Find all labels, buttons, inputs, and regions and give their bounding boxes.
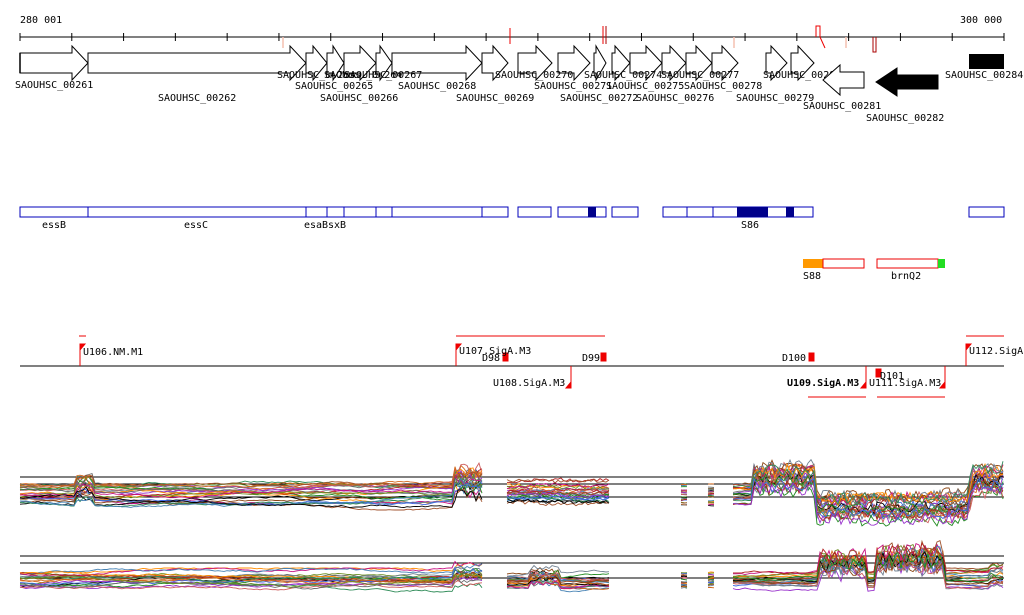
expression-line xyxy=(681,485,687,486)
feature-label-esaB: esaB xyxy=(304,220,328,231)
gene-SAOUHSC_00284[interactable]: SAOUHSC_00284 xyxy=(945,54,1023,81)
feature-box[interactable] xyxy=(482,207,508,217)
gene-label: SAOUHSC_00262 xyxy=(158,93,236,104)
feature-S88[interactable]: S88 xyxy=(803,259,864,282)
feature-box[interactable] xyxy=(969,207,1004,217)
gene-SAOUHSC_00261[interactable]: SAOUHSC_00261 xyxy=(15,46,93,91)
feature-track: essB essC esaB sxB S86 xyxy=(20,207,1004,231)
gene-track: SAOUHSC_00261 SAOUHSC_00262 SAOUHSC_0026… xyxy=(15,46,1023,124)
expression-profiles xyxy=(20,541,1003,592)
coordinate-ruler: 280 001 300 000 xyxy=(20,15,1004,52)
gene-label: SAOUHSC_00275 xyxy=(606,81,684,92)
ruler-start-label: 280 001 xyxy=(20,15,62,26)
promoter-label-U109[interactable]: U109.SigA.M3 xyxy=(787,377,859,389)
feature-label-S88: S88 xyxy=(803,271,821,282)
feature-essB-box[interactable] xyxy=(20,207,88,217)
promoter-label-U112[interactable]: U112.SigA xyxy=(969,346,1023,357)
promoter-label-U108[interactable]: U108.SigA.M3 xyxy=(493,378,565,389)
expression-line xyxy=(708,505,714,506)
expression-track-upper[interactable] xyxy=(20,460,1004,526)
gene-label: SAOUHSC_00265 xyxy=(295,81,373,92)
expression-line xyxy=(681,579,687,580)
feature-track-secondary: S88 brnQ2 xyxy=(803,259,945,282)
gene-SAOUHSC_00262[interactable]: SAOUHSC_00262 xyxy=(88,46,306,104)
promoter-label-D100[interactable]: D100 xyxy=(782,353,806,364)
feature-box[interactable] xyxy=(344,207,376,217)
feature-esxB-box[interactable] xyxy=(327,207,344,217)
feature-box[interactable] xyxy=(663,207,687,217)
expression-track-lower[interactable] xyxy=(20,541,1004,592)
feature-box[interactable] xyxy=(612,207,638,217)
feature-label-essC: essC xyxy=(184,220,208,231)
expression-profiles xyxy=(20,460,1003,526)
expression-line xyxy=(708,573,714,574)
feature-label-brnQ2: brnQ2 xyxy=(891,271,921,282)
gene-label: SAOUHSC_00282 xyxy=(866,113,944,124)
feature-box[interactable] xyxy=(376,207,392,217)
expression-line xyxy=(681,503,687,504)
gene-label: SAOUHSC_00277 xyxy=(661,70,739,81)
ruler-end-label: 300 000 xyxy=(960,15,1002,26)
promoter-label-U106[interactable]: U106.NM.M1 xyxy=(83,347,143,358)
feature-box[interactable] xyxy=(392,207,482,217)
expression-line xyxy=(681,497,687,498)
expression-line xyxy=(681,588,687,589)
feature-box[interactable] xyxy=(518,207,551,217)
feature-esaB-box[interactable] xyxy=(306,207,327,217)
feature-box[interactable] xyxy=(558,207,606,217)
gene-label: SAOUHSC_00267 xyxy=(344,70,422,81)
gene-SAOUHSC_00282[interactable]: SAOUHSC_00282 xyxy=(866,68,944,124)
expression-line xyxy=(681,494,687,495)
feature-label-S86: S86 xyxy=(741,220,759,231)
expression-line xyxy=(681,505,687,506)
gene-label: SAOUHSC_00278 xyxy=(684,81,762,92)
expression-line xyxy=(708,572,714,573)
promoter-label-U111[interactable]: U111.SigA.M3 xyxy=(869,378,941,389)
expression-line xyxy=(708,579,714,580)
gene-label: SAOUHSC_00266 xyxy=(320,93,398,104)
expression-line xyxy=(708,577,714,578)
promoter-track: U106.NM.M1 U107.SigA.M3 D98 D99 D100 D10… xyxy=(20,336,1023,397)
gene-label: SAOUHSC_00274 xyxy=(584,70,662,81)
feature-brnQ2[interactable]: brnQ2 xyxy=(877,259,945,282)
expression-line xyxy=(708,491,714,492)
promoter-label-D99[interactable]: D99 xyxy=(582,353,600,364)
feature-label-essB: essB xyxy=(42,220,66,231)
feature-label-esxB: sxB xyxy=(328,220,346,231)
gene-label: SAOUHSC_00269 xyxy=(456,93,534,104)
gene-label: SAOUHSC_00261 xyxy=(15,80,93,91)
expression-line xyxy=(681,576,687,577)
feature-box[interactable] xyxy=(687,207,713,217)
expression-line xyxy=(681,582,687,583)
gene-label: SAOUHSC_00276 xyxy=(636,93,714,104)
gene-label: SAOUHSC_00268 xyxy=(398,81,476,92)
gene-label: SAOUHSC_00270 xyxy=(495,70,573,81)
feature-essC-box[interactable] xyxy=(88,207,306,217)
gene-label: SAOUHSC_00271 xyxy=(534,81,612,92)
expression-line xyxy=(708,574,714,575)
promoter-label-D98[interactable]: D98 xyxy=(482,353,500,364)
gene-label: SAOUHSC_00281 xyxy=(803,101,881,112)
gene-label: SAOUHSC_00272 xyxy=(560,93,638,104)
gene-label: SAOUHSC_00284 xyxy=(945,70,1023,81)
